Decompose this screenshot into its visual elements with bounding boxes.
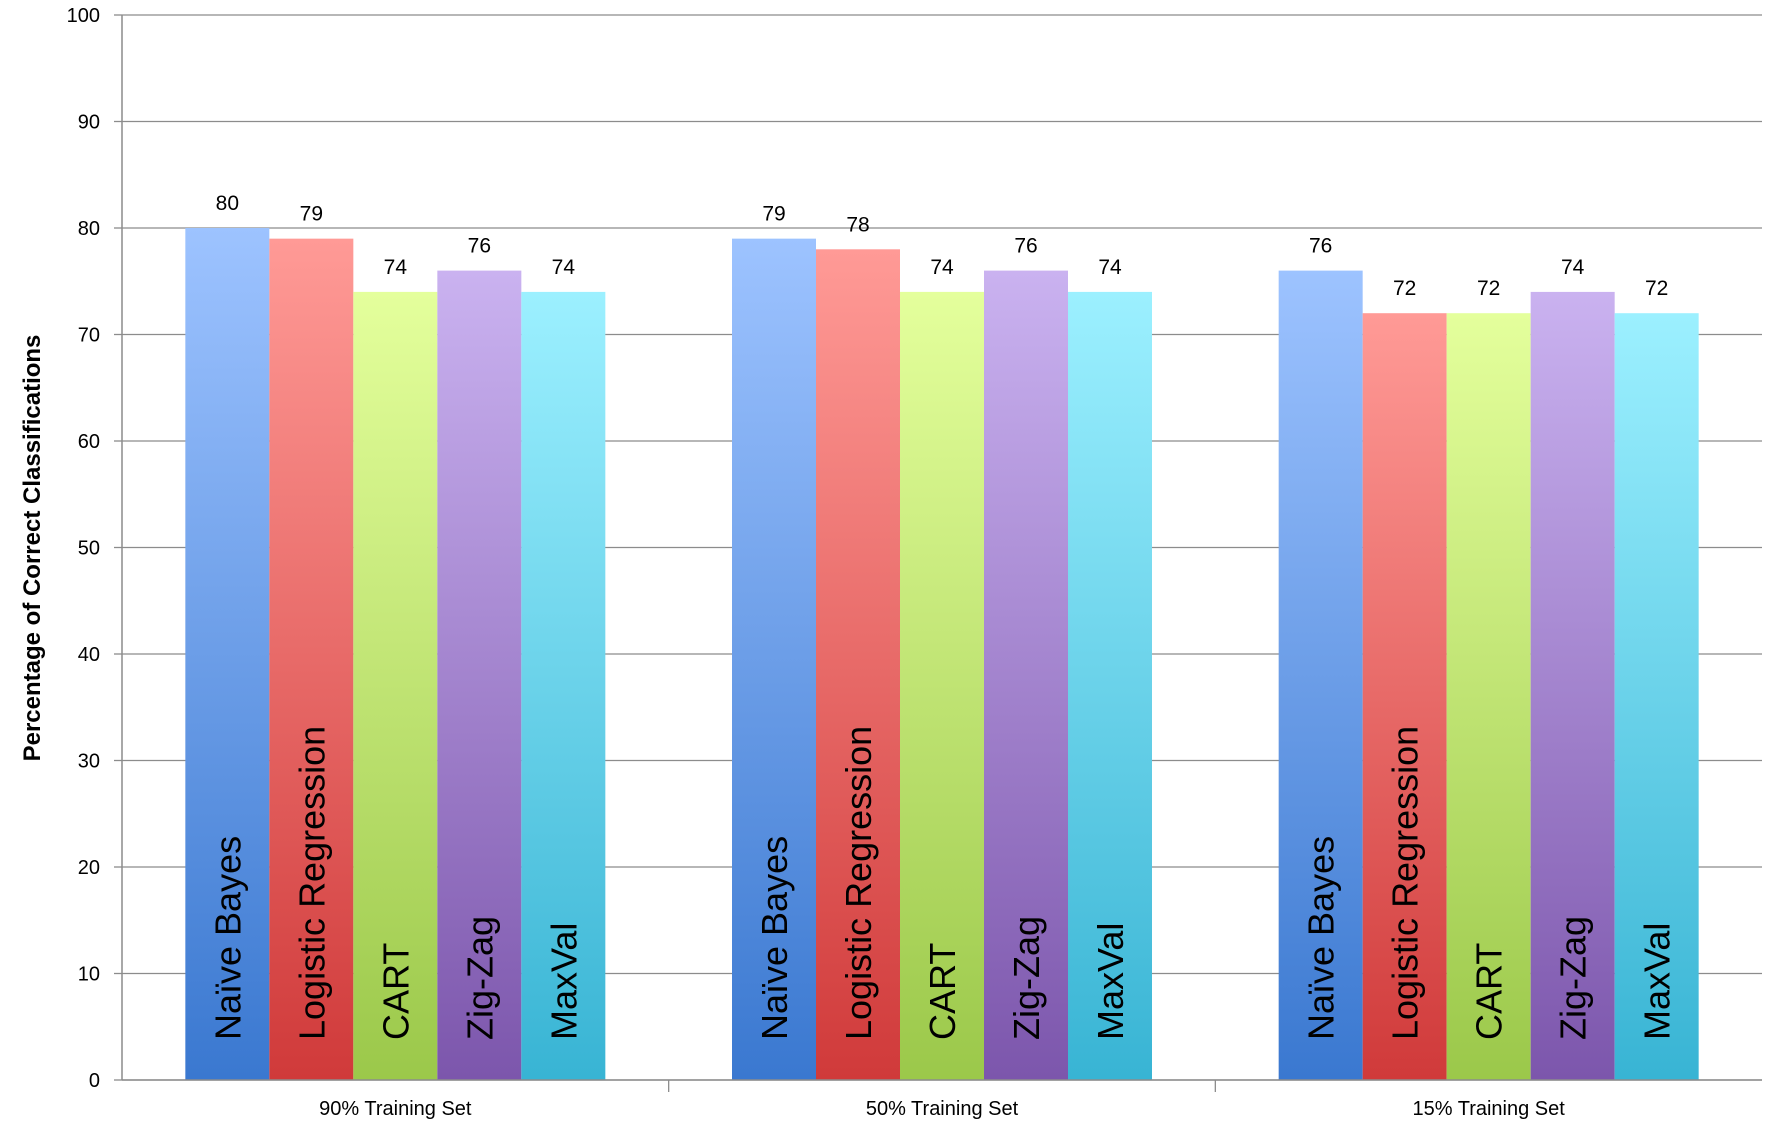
y-tick-label: 100 bbox=[67, 5, 100, 27]
data-label: 74 bbox=[552, 256, 576, 279]
y-tick-label: 50 bbox=[78, 538, 100, 560]
data-label: 74 bbox=[1561, 256, 1585, 279]
bars bbox=[185, 228, 1699, 1081]
series-label: Zig-Zag bbox=[459, 916, 500, 1040]
y-tick-label: 0 bbox=[89, 1070, 100, 1092]
bar bbox=[437, 270, 522, 1081]
bar bbox=[521, 291, 606, 1080]
x-category-label: 15% Training Set bbox=[1413, 1098, 1566, 1120]
series-label: MaxVal bbox=[543, 923, 584, 1040]
y-axis-label: Percentage of Correct Classifications bbox=[19, 335, 46, 762]
data-label: 76 bbox=[1309, 235, 1332, 258]
series-label: Logistic Regression bbox=[1385, 726, 1426, 1040]
data-label: 79 bbox=[300, 203, 323, 226]
y-tick-label: 80 bbox=[78, 218, 100, 240]
series-label: Naïve Bayes bbox=[754, 836, 795, 1040]
y-tick-label: 30 bbox=[78, 751, 100, 773]
data-label: 72 bbox=[1477, 277, 1500, 300]
series-label: Zig-Zag bbox=[1553, 916, 1594, 1040]
bar bbox=[1278, 270, 1363, 1081]
series-label: CART bbox=[375, 943, 416, 1040]
data-label: 76 bbox=[468, 235, 491, 258]
data-label: 74 bbox=[930, 256, 954, 279]
series-label: Naïve Bayes bbox=[1301, 836, 1342, 1040]
data-label: 72 bbox=[1645, 277, 1668, 300]
bar bbox=[353, 291, 438, 1080]
x-category-label: 90% Training Set bbox=[319, 1098, 472, 1120]
series-label: Naïve Bayes bbox=[207, 836, 248, 1040]
series-label: Logistic Regression bbox=[838, 726, 879, 1040]
data-label: 79 bbox=[762, 203, 785, 226]
bar bbox=[269, 238, 354, 1080]
labels: 0 10 20 30 40 50 60 70 80 90 100 90% Training Set 80… bbox=[67, 5, 1678, 1120]
bar bbox=[1068, 291, 1152, 1080]
axes bbox=[114, 14, 1762, 1092]
data-label: 74 bbox=[1098, 256, 1122, 279]
series-label: MaxVal bbox=[1090, 923, 1131, 1040]
data-label: 78 bbox=[846, 213, 869, 236]
data-label: 72 bbox=[1393, 277, 1416, 300]
series-label: MaxVal bbox=[1637, 923, 1678, 1040]
bar bbox=[185, 228, 270, 1080]
series-label: CART bbox=[1469, 943, 1510, 1040]
bar bbox=[816, 249, 900, 1081]
y-tick-label: 90 bbox=[78, 112, 100, 134]
series-label: CART bbox=[922, 943, 963, 1040]
bar bbox=[732, 238, 816, 1080]
y-tick-label: 20 bbox=[78, 857, 100, 879]
bar bbox=[984, 270, 1068, 1081]
series-label: Zig-Zag bbox=[1006, 916, 1047, 1040]
bar bbox=[900, 291, 984, 1080]
y-tick-label: 60 bbox=[78, 431, 100, 453]
x-category-label: 50% Training Set bbox=[866, 1098, 1019, 1120]
bar bbox=[1614, 313, 1699, 1080]
data-label: 76 bbox=[1014, 235, 1037, 258]
bar bbox=[1530, 291, 1615, 1080]
y-tick-label: 10 bbox=[78, 964, 100, 986]
data-label: 74 bbox=[384, 256, 408, 279]
y-tick-label: 70 bbox=[78, 325, 100, 347]
y-tick-label: 40 bbox=[78, 644, 100, 666]
data-label: 80 bbox=[216, 192, 239, 215]
series-label: Logistic Regression bbox=[291, 726, 332, 1040]
bar bbox=[1446, 313, 1531, 1080]
bar bbox=[1362, 313, 1447, 1080]
